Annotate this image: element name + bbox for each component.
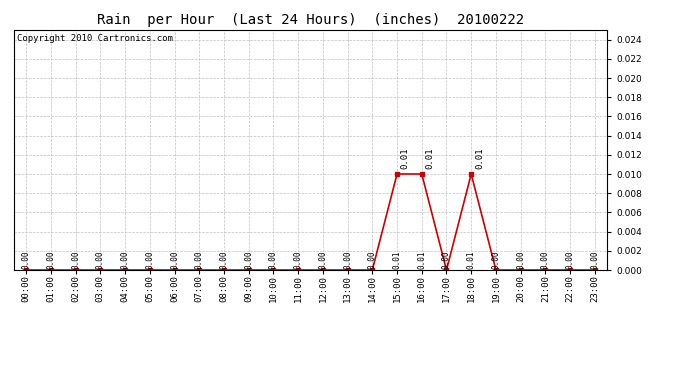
Text: 0.01: 0.01 — [401, 148, 410, 169]
Text: 0.01: 0.01 — [417, 250, 426, 268]
Text: 0.00: 0.00 — [121, 250, 130, 268]
Text: 0.00: 0.00 — [244, 250, 253, 268]
Text: 0.00: 0.00 — [269, 250, 278, 268]
Text: 0.01: 0.01 — [466, 250, 475, 268]
Text: 0.00: 0.00 — [219, 250, 228, 268]
Text: 0.00: 0.00 — [566, 250, 575, 268]
Text: 0.00: 0.00 — [46, 250, 55, 268]
Text: 0.00: 0.00 — [591, 250, 600, 268]
Text: 0.00: 0.00 — [294, 250, 303, 268]
Text: 0.00: 0.00 — [343, 250, 352, 268]
Text: 0.01: 0.01 — [475, 148, 484, 169]
Text: 0.00: 0.00 — [71, 250, 80, 268]
Text: 0.00: 0.00 — [318, 250, 327, 268]
Text: 0.01: 0.01 — [426, 148, 435, 169]
Text: 0.00: 0.00 — [195, 250, 204, 268]
Text: 0.00: 0.00 — [146, 250, 155, 268]
Title: Rain  per Hour  (Last 24 Hours)  (inches)  20100222: Rain per Hour (Last 24 Hours) (inches) 2… — [97, 13, 524, 27]
Text: 0.00: 0.00 — [491, 250, 500, 268]
Text: 0.01: 0.01 — [393, 250, 402, 268]
Text: 0.00: 0.00 — [516, 250, 525, 268]
Text: 0.00: 0.00 — [21, 250, 30, 268]
Text: Copyright 2010 Cartronics.com: Copyright 2010 Cartronics.com — [17, 34, 172, 43]
Text: 0.00: 0.00 — [170, 250, 179, 268]
Text: 0.00: 0.00 — [541, 250, 550, 268]
Text: 0.00: 0.00 — [96, 250, 105, 268]
Text: 0.00: 0.00 — [442, 250, 451, 268]
Text: 0.00: 0.00 — [368, 250, 377, 268]
